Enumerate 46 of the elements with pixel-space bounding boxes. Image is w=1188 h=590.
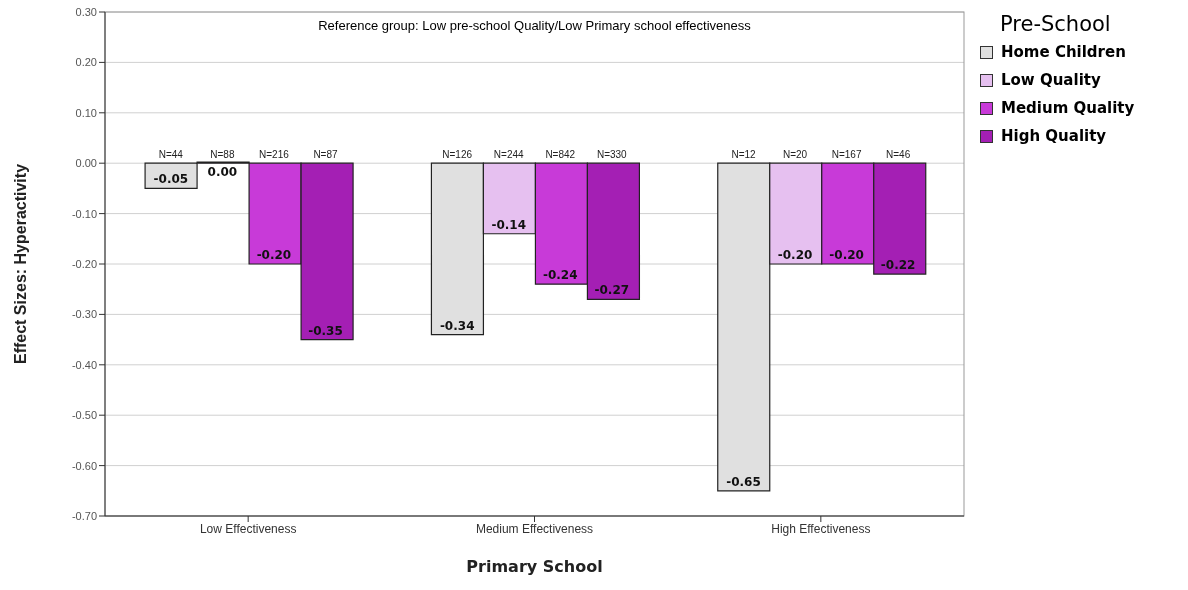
y-tick-label: 0.00	[75, 157, 97, 170]
data-label: -0.22	[880, 258, 916, 273]
data-label: -0.14	[491, 217, 527, 232]
annotation: N=88	[210, 149, 235, 161]
data-label: -0.05	[153, 172, 189, 187]
y-tick-label: -0.70	[71, 509, 97, 522]
x-tick-label: Medium Effectiveness	[475, 521, 594, 536]
x-tick-label: Low Effectiveness	[199, 521, 297, 536]
y-tick-label: -0.50	[71, 409, 97, 422]
text: Reference group: Low pre-school Quality/Low Primary school effectiveness	[317, 18, 752, 33]
y-tick-label: -0.60	[71, 459, 97, 472]
data-label: -0.20	[777, 248, 813, 262]
x-tick-label: High Effectiveness	[771, 521, 871, 536]
annotation: N=20	[782, 149, 808, 161]
y-tick-label: -0.40	[71, 358, 97, 371]
data-label: -0.34	[439, 318, 475, 333]
data-label: 0.00	[207, 165, 238, 180]
y-tick-label: 0.30	[75, 5, 97, 18]
data-label: -0.20	[256, 248, 292, 262]
x-axis-title: Primary School	[466, 557, 603, 576]
y-tick-label: -0.10	[71, 207, 97, 220]
data-label: -0.65	[726, 474, 761, 489]
y-tick-label: 0.20	[75, 56, 97, 69]
annotation: N=44	[158, 149, 184, 161]
data-label: -0.20	[829, 248, 864, 262]
y-axis-title: Effect Sizes: Hyperactivity	[11, 163, 29, 365]
annotation: N=87	[313, 149, 339, 161]
annotation: N=12	[731, 149, 757, 161]
data-label: -0.24	[542, 268, 578, 283]
legend-title: Pre-School	[1000, 12, 1112, 36]
legend-label: Medium Quality	[1000, 98, 1135, 119]
legend-label: Low Quality	[1000, 70, 1102, 91]
annotation: N=126	[442, 149, 473, 161]
annotation: N=46	[886, 149, 911, 161]
data-label: -0.27	[594, 283, 630, 298]
data-label: -0.35	[308, 323, 343, 338]
annotation: N=216	[259, 149, 290, 161]
annotation: N=842	[545, 149, 576, 161]
annotation: N=244	[493, 149, 525, 161]
y-tick-label: -0.20	[71, 257, 97, 270]
legend-label: High Quality	[1000, 126, 1108, 147]
legend-label: Home Children	[1000, 42, 1127, 63]
y-tick-label: 0.10	[75, 106, 97, 119]
annotation: N=167	[831, 149, 862, 161]
annotation: N=330	[596, 149, 628, 161]
y-tick-label: -0.30	[71, 308, 97, 321]
